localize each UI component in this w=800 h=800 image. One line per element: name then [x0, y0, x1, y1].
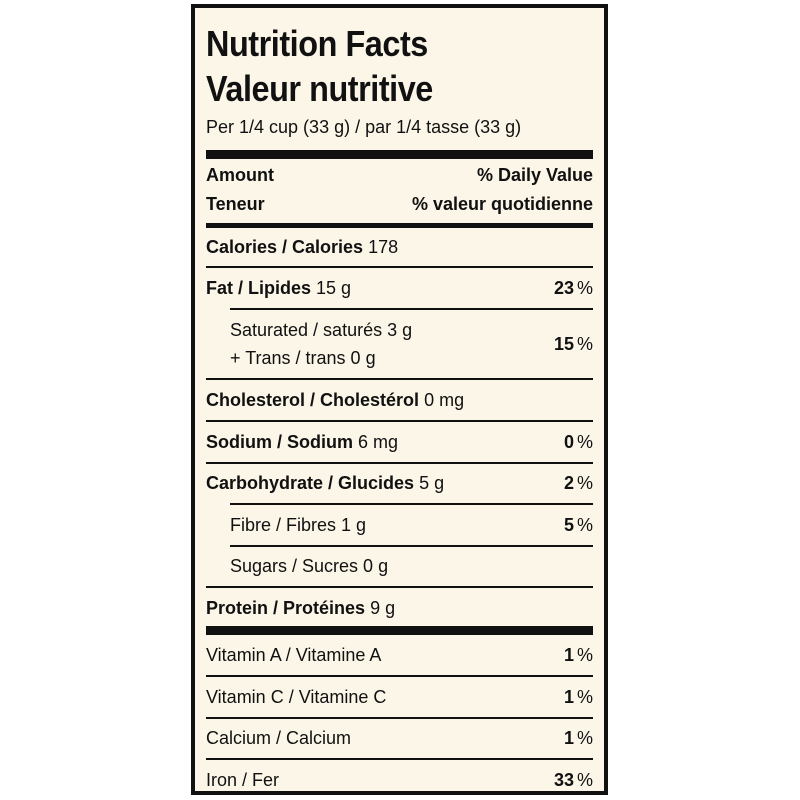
medium-rule: [206, 223, 593, 228]
divider: [206, 675, 593, 677]
divider: [230, 503, 593, 505]
divider: [206, 586, 593, 588]
divider: [206, 758, 593, 760]
divider: [230, 545, 593, 547]
title-fr: Valeur nutritive: [206, 68, 433, 109]
cholesterol-label: Cholesterol / Cholestérol: [206, 390, 420, 410]
fibre-label: Fibre / Fibres 1 g: [230, 515, 367, 535]
divider: [206, 462, 593, 464]
sodium-label: Sodium / Sodium: [206, 432, 353, 452]
vitamin-c-dv: 1: [563, 687, 574, 707]
calcium-dv: 1: [563, 728, 574, 748]
valeur-quotidienne-heading: % valeur quotidienne: [411, 194, 593, 214]
divider: [206, 266, 593, 268]
fat-label: Fat / Lipides: [206, 278, 312, 298]
fat-amount: 15 g: [316, 278, 352, 298]
vitamin-a-label: Vitamin A / Vitamine A: [206, 645, 382, 665]
teneur-heading: Teneur: [206, 194, 265, 214]
carbohydrate-dv: 2: [563, 473, 574, 493]
saturated-label: Saturated / saturés 3 g: [230, 320, 413, 340]
sodium-amount: 6 mg: [358, 432, 399, 452]
title-en: Nutrition Facts: [206, 23, 428, 64]
saturated-dv: 15: [553, 334, 574, 354]
nutrition-facts-label: Nutrition Facts Valeur nutritive Per 1/4…: [191, 4, 608, 795]
serving-size: Per 1/4 cup (33 g) / par 1/4 tasse (33 g…: [206, 117, 522, 137]
vitamin-a-dv: 1: [563, 645, 574, 665]
iron-dv: 33: [553, 770, 574, 790]
calories-label: Calories / Calories: [206, 237, 364, 257]
sugars-label: Sugars / Sucres 0 g: [230, 556, 389, 576]
divider: [206, 378, 593, 380]
daily-value-heading: % Daily Value: [476, 165, 593, 185]
divider: [206, 717, 593, 719]
protein-amount: 9 g: [370, 598, 396, 618]
vitamin-c-label: Vitamin C / Vitamine C: [206, 687, 387, 707]
calcium-label: Calcium / Calcium: [206, 728, 352, 748]
protein-label: Protein / Protéines: [206, 598, 366, 618]
iron-label: Iron / Fer: [206, 770, 280, 790]
cholesterol-amount: 0 mg: [424, 390, 465, 410]
carbohydrate-label: Carbohydrate / Glucides: [206, 473, 415, 493]
sodium-dv: 0: [563, 432, 574, 452]
carbohydrate-amount: 5 g: [419, 473, 445, 493]
fat-dv: 23: [553, 278, 574, 298]
thick-rule-bottom: [206, 626, 593, 635]
calories-amount: 178: [368, 237, 399, 257]
amount-heading: Amount: [206, 165, 274, 185]
divider: [206, 420, 593, 422]
divider: [230, 308, 593, 310]
thick-rule-top: [206, 150, 593, 159]
fibre-dv: 5: [563, 515, 574, 535]
trans-label: + Trans / trans 0 g: [230, 348, 376, 368]
